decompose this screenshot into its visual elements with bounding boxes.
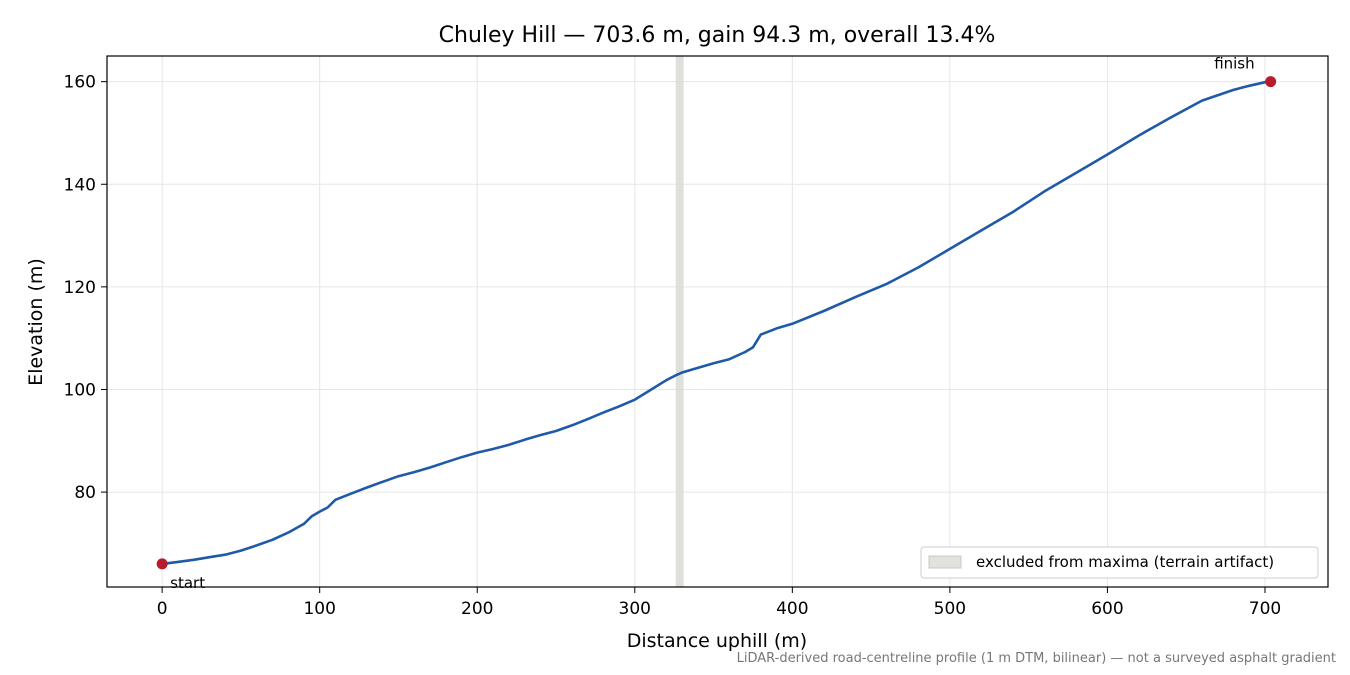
legend-label: excluded from maxima (terrain artifact) xyxy=(976,553,1274,571)
finish-marker xyxy=(1265,76,1277,88)
start-marker xyxy=(156,558,168,570)
marker-layer: start finish xyxy=(156,55,1277,592)
x-axis-ticks: 0 100 200 300 400 500 600 700 xyxy=(157,587,1281,619)
y-tick-label: 80 xyxy=(74,483,96,503)
x-tick-label: 300 xyxy=(619,599,651,619)
legend: excluded from maxima (terrain artifact) xyxy=(920,546,1319,579)
y-tick-label: 120 xyxy=(64,278,96,298)
y-axis-ticks: 80 100 120 140 160 xyxy=(64,73,107,503)
x-tick-label: 600 xyxy=(1091,599,1123,619)
y-tick-label: 100 xyxy=(64,380,96,400)
y-axis-label: Elevation (m) xyxy=(25,258,47,386)
y-tick-label: 160 xyxy=(64,73,96,93)
elevation-line xyxy=(160,80,1272,566)
y-tick-label: 140 xyxy=(64,175,96,195)
series-layer xyxy=(160,80,1272,566)
legend-box xyxy=(920,546,1319,579)
chart-title: Chuley Hill — 703.6 m, gain 94.3 m, over… xyxy=(439,23,996,48)
plot-frame xyxy=(106,55,1329,588)
excluded-band xyxy=(675,56,684,587)
excluded-band-layer xyxy=(675,56,684,587)
finish-label: finish xyxy=(1214,55,1254,73)
x-tick-label: 0 xyxy=(157,599,168,619)
x-tick-label: 400 xyxy=(776,599,808,619)
x-tick-label: 200 xyxy=(461,599,493,619)
grid xyxy=(107,56,1328,587)
x-tick-label: 500 xyxy=(934,599,966,619)
x-tick-label: 700 xyxy=(1249,599,1281,619)
start-label: start xyxy=(170,574,205,592)
footnote: LiDAR-derived road-centreline profile (1… xyxy=(736,651,1336,666)
x-axis-label: Distance uphill (m) xyxy=(627,630,807,652)
legend-swatch xyxy=(928,555,962,569)
x-tick-label: 100 xyxy=(303,599,335,619)
